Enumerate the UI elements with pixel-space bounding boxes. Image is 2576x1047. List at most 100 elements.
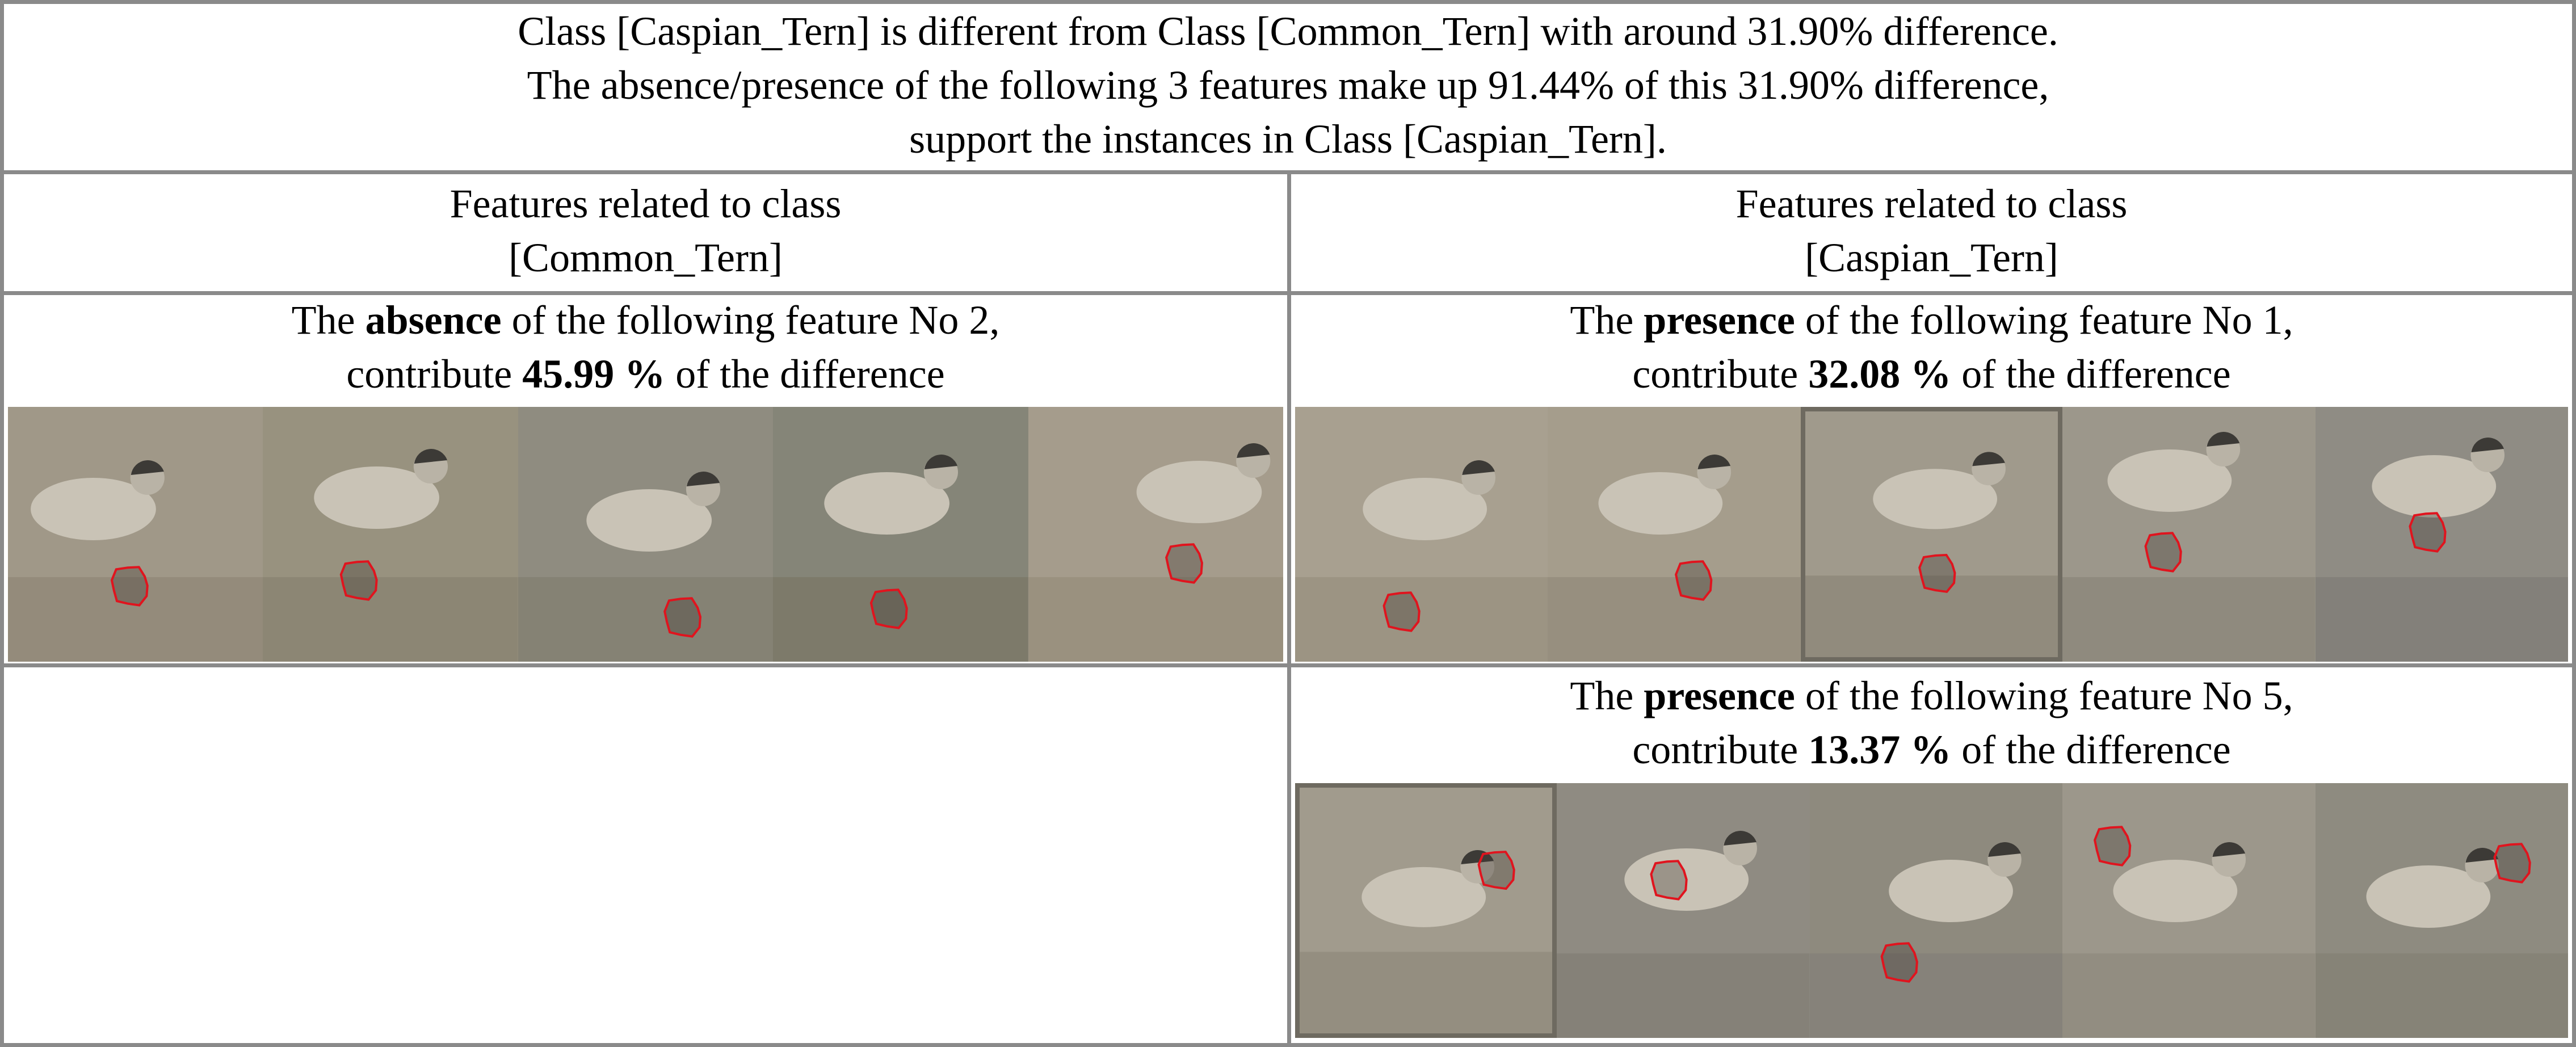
bird-black-cap [2212,842,2246,857]
bird-body [2107,449,2232,512]
bird-body [1363,478,1487,540]
highlight-region [1880,942,1918,983]
bird-photo-graphic [2315,438,2569,662]
highlight-region [2493,843,2531,884]
bird-body [31,478,156,540]
feature-5-image-strip [1295,783,2569,1038]
bird-body [2113,860,2238,922]
highlight-outline [1382,591,1421,632]
bird-photo-thumbnail [1809,783,2063,1038]
highlight-outline [1650,860,1688,901]
photo-ground [773,577,1028,662]
feature-5-caption-line-1: The presence of the following feature No… [1570,673,2293,718]
highlight-outline [2094,826,2132,867]
feature-1-kind: presence [1644,297,1795,343]
bird-photo-thumbnail [1028,407,1284,662]
feature-1-caption-line-2: contribute 32.08 % of the difference [1632,351,2231,397]
bird-photo-thumbnail [1800,407,2063,662]
bird-black-cap [414,449,448,464]
bird-photo-thumbnail [518,407,774,662]
bird-photo-graphic [263,449,518,662]
photo-ground [1295,577,1548,662]
header-line-3: support the instances in Class [Caspian_… [909,116,1667,162]
bird-body [824,472,950,535]
bird-photo-thumbnail [2062,407,2316,662]
bird-photo-thumbnail [1548,407,1801,662]
bird-photo-graphic [1805,452,2058,657]
bird-body [2366,865,2490,928]
bird-black-cap [924,455,958,469]
header-text: Class [Caspian_Tern] is different from C… [0,5,2576,166]
bird-body [1598,472,1723,535]
highlight-region [1650,860,1688,901]
highlight-region [1165,543,1203,584]
highlight-region [2144,532,2183,573]
feature-5-caption-line-2: contribute 13.37 % of the difference [1632,727,2231,772]
feature-2-caption: The absence of the following feature No … [0,293,1291,401]
bird-photo-thumbnail [2315,407,2569,662]
highlight-outline [1918,553,1956,593]
feature-5-caption: The presence of the following feature No… [1287,669,2576,777]
bird-photo-graphic [1809,842,2063,1038]
highlight-region [1918,553,1956,593]
photo-ground [2315,953,2569,1038]
photo-ground [2062,577,2316,662]
highlight-outline [2144,532,2183,573]
right-column-heading: Features related to class [Caspian_Tern] [1287,177,2576,285]
bird-body [586,489,712,552]
feature-5-cell [1287,663,2576,1047]
feature-1-caption-line-1: The presence of the following feature No… [1570,297,2293,343]
left-column-heading-line-1: Features related to class [449,181,842,226]
bird-photo-thumbnail [1295,407,1548,662]
feature-5-percent: 13.37 % [1808,727,1952,772]
bird-photo-graphic [2062,826,2316,1038]
photo-ground [1809,953,2063,1038]
highlight-region [2408,512,2447,553]
highlight-region [663,597,701,638]
bird-photo-thumbnail [1557,783,1810,1038]
bird-black-cap [1972,452,2005,466]
bird-photo-graphic [1028,443,1284,662]
bird-body [1136,461,1262,523]
bird-black-cap [686,472,720,486]
highlight-region [870,588,908,629]
highlight-region [1477,851,1515,890]
highlight-outline [870,588,908,629]
bird-body [1873,469,1997,529]
bird-black-cap [1724,831,1757,846]
highlight-outline [1880,942,1918,983]
bird-black-cap [2471,438,2504,452]
bird-black-cap [2207,432,2240,447]
bird-photo-graphic [773,455,1028,662]
photo-ground [1548,577,1801,662]
highlight-region [2094,826,2132,867]
bird-photo-graphic [1548,455,1801,662]
bird-black-cap [1697,455,1731,469]
header-line-2: The absence/presence of the following 3 … [527,62,2049,108]
bird-black-cap [1462,460,1495,475]
left-column-heading-class: [Common_Tern] [509,235,783,280]
highlight-region [1382,591,1421,632]
photo-ground [263,577,518,662]
highlight-outline [2493,843,2531,884]
bird-photo-thumbnail [773,407,1028,662]
bird-photo-thumbnail [2062,783,2316,1038]
bird-photo-graphic [2062,432,2316,662]
highlight-region [340,560,379,601]
highlight-outline [1675,560,1713,601]
feature-1-caption: The presence of the following feature No… [1287,293,2576,401]
bird-body [1361,867,1486,927]
feature-2-percent: 45.99 % [522,351,666,397]
bird-photo-graphic [8,460,263,662]
bird-body [2372,455,2496,518]
empty-cell [0,663,1291,1047]
photo-ground [1557,953,1810,1038]
photo-ground [1028,577,1284,662]
bird-photo-thumbnail [1295,783,1557,1038]
bird-photo-thumbnail [2315,783,2569,1038]
right-column-heading-line-1: Features related to class [1735,181,2128,226]
highlight-outline [2408,512,2447,553]
highlight-outline [1165,543,1203,584]
photo-ground [518,577,774,662]
